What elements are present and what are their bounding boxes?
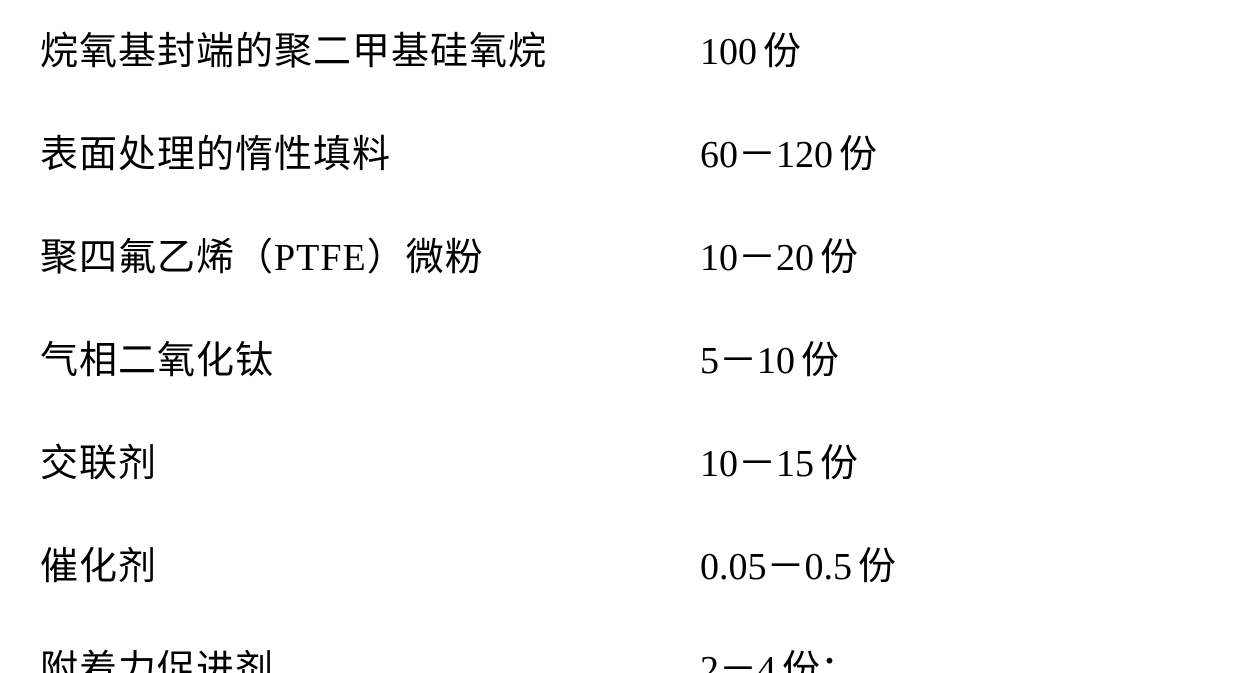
ingredient-value: 5－10份 — [700, 329, 839, 384]
ingredient-value: 60－120份 — [700, 123, 877, 178]
ingredient-label: 聚四氟乙烯（PTFE）微粉 — [40, 226, 700, 281]
ingredient-value: 10－15份 — [700, 432, 858, 487]
value-number: 10－15 — [700, 443, 814, 485]
value-unit: 份 — [763, 31, 801, 73]
value-unit: 份 — [820, 237, 858, 279]
value-number: 10－20 — [700, 237, 814, 279]
ingredient-label: 表面处理的惰性填料 — [40, 123, 700, 178]
list-item: 烷氧基封端的聚二甲基硅氧烷 100份 — [40, 20, 1200, 75]
list-item: 催化剂 0.05－0.5份 — [40, 535, 1200, 590]
ingredient-label: 催化剂 — [40, 535, 700, 590]
list-item: 气相二氧化钛 5－10份 — [40, 329, 1200, 384]
ingredient-value: 2－4份； — [700, 638, 858, 673]
ingredient-label: 烷氧基封端的聚二甲基硅氧烷 — [40, 20, 700, 75]
value-number: 100 — [700, 31, 757, 73]
ingredient-value: 0.05－0.5份 — [700, 535, 896, 590]
value-number: 60－120 — [700, 134, 833, 176]
list-item: 附着力促进剂 2－4份； — [40, 638, 1200, 673]
value-unit: 份 — [820, 443, 858, 485]
list-item: 交联剂 10－15份 — [40, 432, 1200, 487]
value-unit: 份 — [801, 340, 839, 382]
ingredient-label: 交联剂 — [40, 432, 700, 487]
ingredient-label: 气相二氧化钛 — [40, 329, 700, 384]
ingredient-value: 10－20份 — [700, 226, 858, 281]
value-unit: 份 — [782, 649, 820, 673]
list-item: 聚四氟乙烯（PTFE）微粉 10－20份 — [40, 226, 1200, 281]
value-unit: 份 — [858, 546, 896, 588]
value-number: 5－10 — [700, 340, 795, 382]
value-number: 0.05－0.5 — [700, 546, 852, 588]
value-number: 2－4 — [700, 649, 776, 673]
ingredient-list: 烷氧基封端的聚二甲基硅氧烷 100份 表面处理的惰性填料 60－120份 聚四氟… — [0, 0, 1240, 673]
ingredient-label: 附着力促进剂 — [40, 638, 700, 673]
list-item: 表面处理的惰性填料 60－120份 — [40, 123, 1200, 178]
ingredient-value: 100份 — [700, 20, 801, 75]
value-unit: 份 — [839, 134, 877, 176]
value-suffix: ； — [820, 649, 858, 673]
